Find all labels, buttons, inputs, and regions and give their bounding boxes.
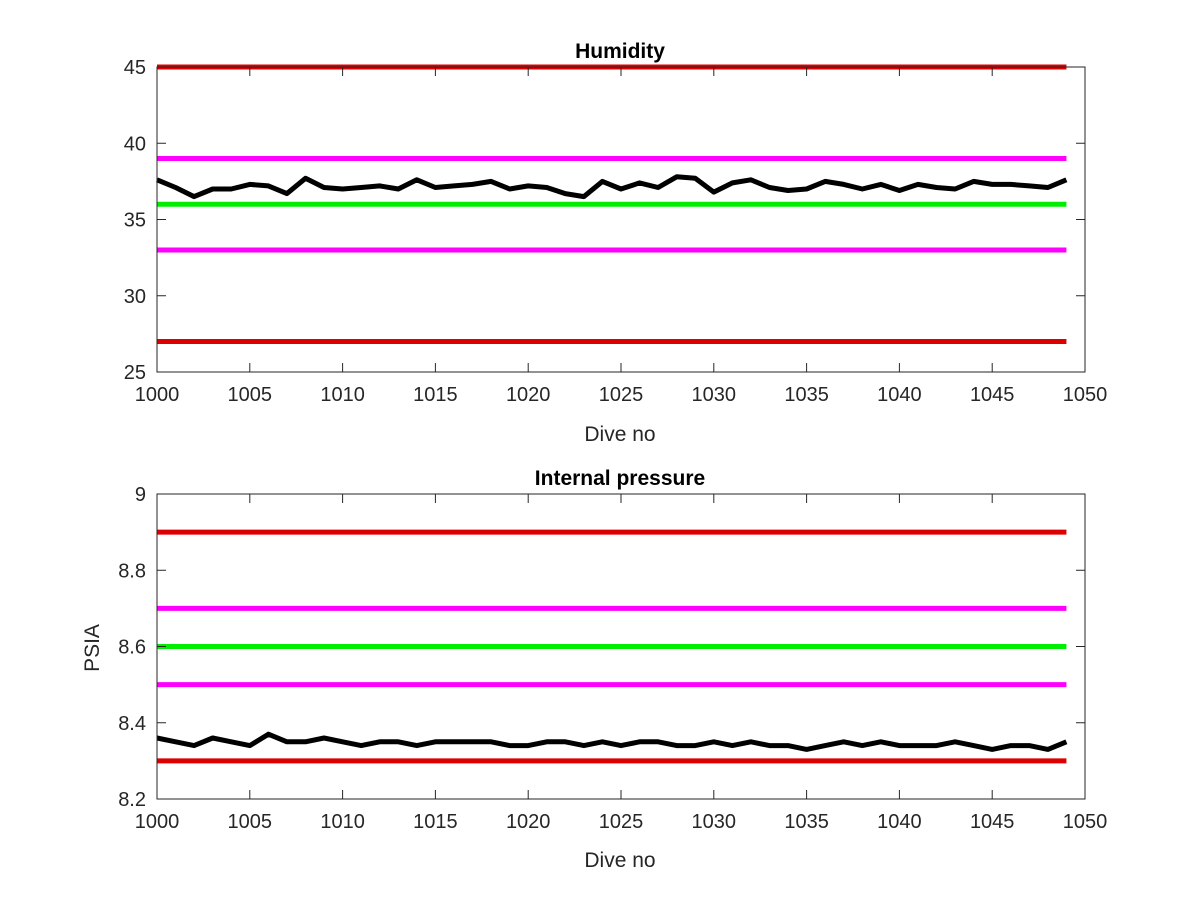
x-tick-label: 1030: [692, 811, 737, 833]
y-axis-label: PSIA: [81, 624, 104, 672]
chart-title: Internal pressure: [535, 467, 705, 490]
x-tick-label: 1030: [692, 384, 737, 406]
x-tick-label: 1010: [320, 811, 365, 833]
y-tick-label: 45: [124, 57, 146, 79]
y-tick-label: 8.8: [118, 560, 146, 582]
x-tick-label: 1040: [877, 811, 922, 833]
y-tick-label: 8.2: [118, 789, 146, 811]
x-axis-label: Dive no: [584, 423, 655, 446]
y-tick-label: 35: [124, 210, 146, 232]
x-tick-label: 1045: [970, 811, 1015, 833]
series-line-0: [156, 174, 1068, 200]
y-tick-label: 8.6: [118, 637, 146, 659]
internal-pressure-subplot: Internal pressure Dive no PSIA 1000 1005 1…: [81, 467, 1107, 872]
series-line-0: [156, 731, 1068, 752]
x-axis-label: Dive no: [584, 849, 655, 872]
x-tick-label: 1000: [135, 384, 180, 406]
chart-title: Humidity: [575, 40, 665, 63]
x-tick-label: 1045: [970, 384, 1015, 406]
y-tick-label: 30: [124, 286, 146, 308]
humidity-subplot: Humidity Dive no 1000 1005 1010 1015 1020 102…: [124, 40, 1108, 446]
x-tick-label: 1015: [413, 384, 458, 406]
x-tick-label: 1020: [506, 384, 551, 406]
y-tick-label: 40: [124, 133, 146, 155]
x-tick-label: 1035: [784, 811, 829, 833]
x-tick-label: 1000: [135, 811, 180, 833]
axes-box: [156, 66, 1086, 373]
x-tick-label: 1025: [599, 384, 644, 406]
x-tick-label: 1035: [784, 384, 829, 406]
x-tick-label: 1005: [228, 811, 273, 833]
x-tick-label: 1005: [228, 384, 273, 406]
x-tick-label: 1050: [1063, 384, 1108, 406]
y-tick-label: 8.4: [118, 713, 146, 735]
x-tick-label: 1040: [877, 384, 922, 406]
x-tick-label: 1020: [506, 811, 551, 833]
y-tick-label: 9: [135, 484, 146, 506]
x-tick-label: 1015: [413, 811, 458, 833]
y-tick-label: 25: [124, 362, 146, 384]
x-tick-label: 1025: [599, 811, 644, 833]
x-tick-label: 1050: [1063, 811, 1108, 833]
x-tick-label: 1010: [320, 384, 365, 406]
